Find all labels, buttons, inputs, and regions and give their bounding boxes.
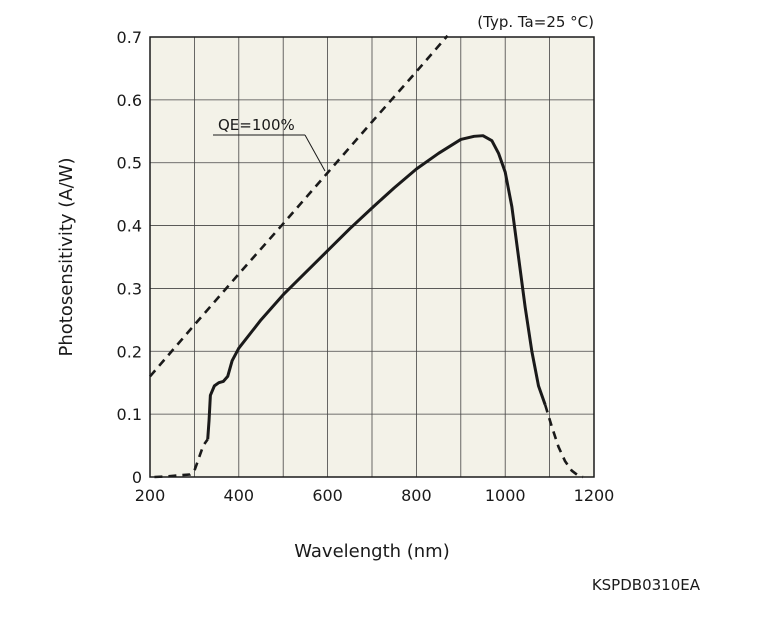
plot-frame: [149, 36, 595, 478]
y-axis-title: Photosensitivity (A/W): [56, 158, 77, 357]
x-tick-label: 600: [312, 486, 343, 505]
y-tick-labels: 0 0.1 0.2 0.3 0.4 0.5 0.6 0.7: [117, 28, 142, 487]
y-tick-label: 0.1: [117, 405, 142, 424]
y-tick-label: 0: [132, 468, 142, 487]
qe-annotation-label: QE=100%: [218, 116, 295, 134]
qe-annotation-group: QE=100%: [213, 116, 326, 172]
series-curve-2: [154, 438, 209, 479]
y-tick-label: 0.6: [117, 91, 142, 110]
series-curve-3: [206, 134, 547, 440]
x-tick-label: 1000: [485, 486, 526, 505]
y-tick-label: 0.7: [117, 28, 142, 47]
y-tick-label: 0.3: [117, 279, 142, 298]
series-curve-1: [149, 34, 449, 378]
x-tick-label: 200: [135, 486, 166, 505]
x-tick-label: 800: [401, 486, 432, 505]
series-curve-4: [543, 404, 584, 479]
data-curves: [149, 34, 584, 479]
x-tick-label: 400: [224, 486, 255, 505]
x-tick-labels: 200 400 600 800 1000 1200: [135, 486, 615, 505]
x-axis-title: Wavelength (nm): [294, 541, 450, 562]
figure-code: KSPDB0310EA: [592, 576, 701, 594]
y-tick-label: 0.4: [117, 217, 142, 236]
grid-lines: [150, 37, 594, 477]
qe-leader-pointer: [304, 134, 326, 172]
y-tick-label: 0.5: [117, 154, 142, 173]
x-tick-label: 1200: [574, 486, 615, 505]
condition-note: (Typ. Ta=25 °C): [477, 13, 594, 31]
y-tick-label: 0.2: [117, 342, 142, 361]
